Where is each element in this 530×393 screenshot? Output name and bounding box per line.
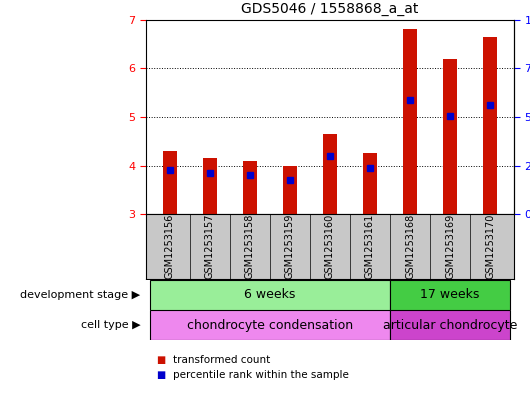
Bar bbox=[283, 165, 297, 214]
Text: cell type ▶: cell type ▶ bbox=[81, 320, 140, 330]
Bar bbox=[203, 158, 217, 214]
Text: GSM1253170: GSM1253170 bbox=[485, 214, 495, 279]
Text: 17 weeks: 17 weeks bbox=[420, 288, 480, 301]
Text: GSM1253157: GSM1253157 bbox=[205, 214, 215, 279]
Bar bbox=[323, 134, 337, 214]
Text: GSM1253160: GSM1253160 bbox=[325, 214, 335, 279]
Text: GSM1253161: GSM1253161 bbox=[365, 214, 375, 279]
Title: GDS5046 / 1558868_a_at: GDS5046 / 1558868_a_at bbox=[241, 2, 419, 16]
Bar bbox=[243, 161, 257, 214]
Text: development stage ▶: development stage ▶ bbox=[20, 290, 140, 300]
Text: 6 weeks: 6 weeks bbox=[244, 288, 296, 301]
Bar bbox=[403, 29, 417, 214]
Text: chondrocyte condensation: chondrocyte condensation bbox=[187, 319, 353, 332]
Text: ■: ■ bbox=[156, 354, 165, 365]
Bar bbox=[390, 280, 510, 310]
Text: GSM1253156: GSM1253156 bbox=[165, 214, 175, 279]
Text: percentile rank within the sample: percentile rank within the sample bbox=[173, 370, 349, 380]
Text: GSM1253158: GSM1253158 bbox=[245, 214, 255, 279]
Bar bbox=[483, 37, 497, 214]
Text: GSM1253168: GSM1253168 bbox=[405, 214, 415, 279]
Bar bbox=[390, 310, 510, 340]
Bar bbox=[163, 151, 177, 214]
Text: ■: ■ bbox=[156, 370, 165, 380]
Text: GSM1253159: GSM1253159 bbox=[285, 214, 295, 279]
Text: GSM1253169: GSM1253169 bbox=[445, 214, 455, 279]
Bar bbox=[363, 153, 377, 214]
Bar bbox=[443, 59, 457, 214]
Bar bbox=[150, 310, 390, 340]
Text: articular chondrocyte: articular chondrocyte bbox=[383, 319, 517, 332]
Bar bbox=[150, 280, 390, 310]
Text: transformed count: transformed count bbox=[173, 354, 270, 365]
